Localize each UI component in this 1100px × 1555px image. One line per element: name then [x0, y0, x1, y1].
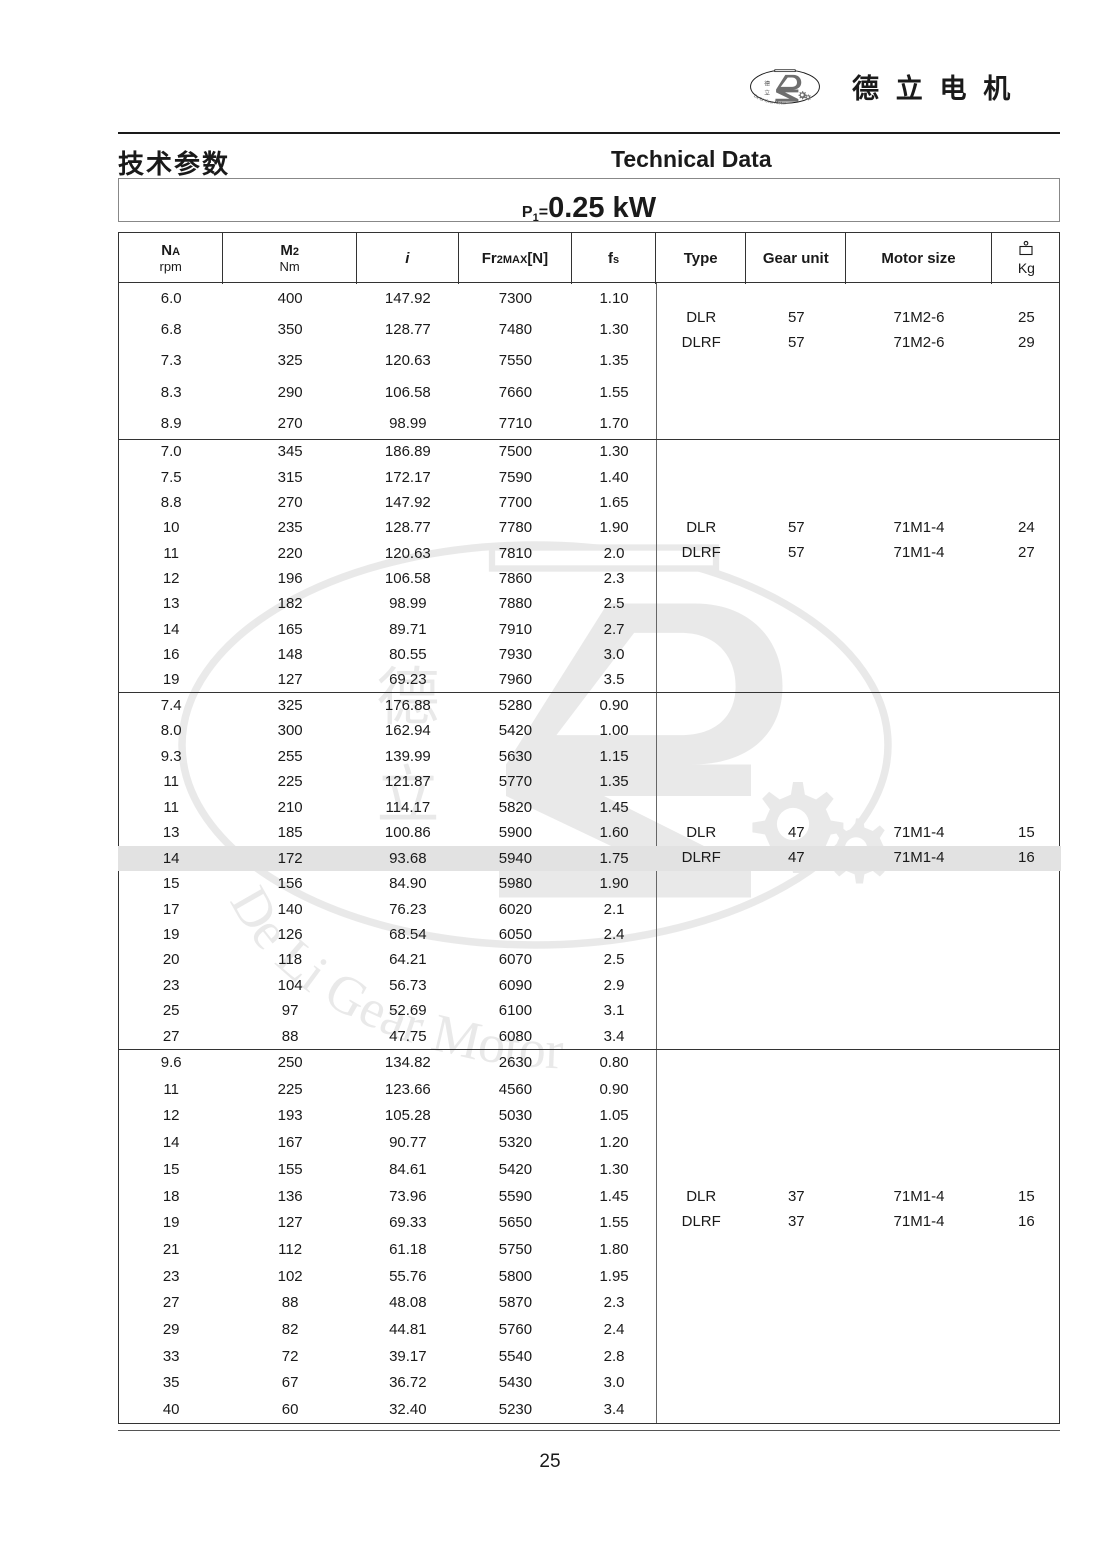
svg-text:德: 德 — [764, 79, 770, 87]
svg-text:立: 立 — [764, 88, 770, 96]
